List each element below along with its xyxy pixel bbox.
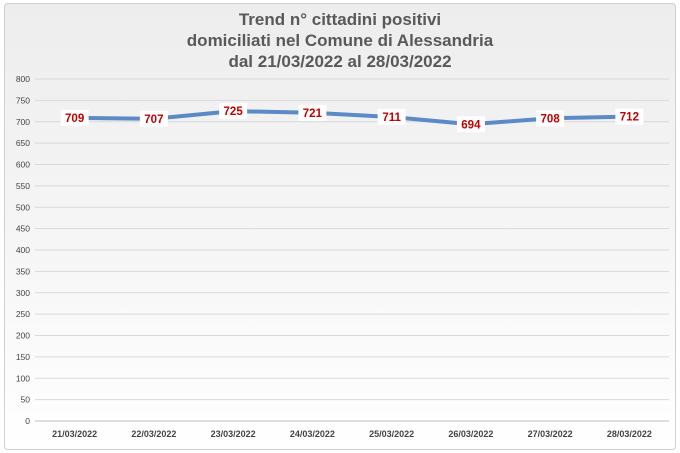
- data-label: 725: [224, 106, 244, 118]
- x-tick-label: 22/03/2022: [131, 429, 176, 439]
- data-label-box: [377, 109, 406, 126]
- data-labels: 709 707 725 721 711 694 708 712: [60, 103, 644, 133]
- gridlines: [35, 78, 669, 422]
- data-label: 709: [65, 113, 84, 125]
- data-label-box: [298, 104, 327, 121]
- y-tick-label: 400: [16, 245, 30, 255]
- data-label-box: [139, 110, 168, 127]
- y-tick-label: 200: [16, 331, 30, 341]
- y-tick-label: 250: [16, 309, 30, 319]
- data-label: 721: [303, 108, 323, 120]
- data-label: 694: [461, 119, 481, 131]
- data-label-box: [456, 116, 485, 133]
- y-tick-label: 500: [16, 202, 30, 212]
- x-tick-label: 23/03/2022: [211, 429, 256, 439]
- y-axis-ticks: 0 50 100 150 200 250 300 350 400 450 500 550 600 650 7…: [16, 74, 30, 426]
- x-tick-label: 27/03/2022: [528, 429, 573, 439]
- y-tick-label: 550: [16, 181, 30, 191]
- y-tick-label: 450: [16, 224, 30, 234]
- y-tick-label: 100: [16, 373, 30, 383]
- y-tick-label: 800: [16, 74, 30, 84]
- chart-title-line-3: dal 21/03/2022 al 28/03/2022: [228, 52, 451, 71]
- y-tick-label: 600: [16, 160, 30, 170]
- chart-title-line-1: Trend n° cittadini positivi: [239, 10, 441, 29]
- y-tick-label: 0: [25, 416, 30, 426]
- chart-title: Trend n° cittadini positivi domiciliati …: [187, 10, 494, 71]
- data-label: 711: [382, 112, 401, 124]
- data-label-box: [615, 108, 644, 125]
- y-tick-label: 150: [16, 352, 30, 362]
- x-axis-ticks: 21/03/2022 22/03/2022 23/03/2022 24/03/2022…: [52, 429, 652, 439]
- y-tick-label: 300: [16, 288, 30, 298]
- data-label: 707: [144, 114, 163, 126]
- y-tick-label: 50: [21, 395, 31, 405]
- x-tick-label: 25/03/2022: [369, 429, 414, 439]
- data-label-box: [219, 103, 248, 120]
- x-tick-label: 28/03/2022: [607, 429, 652, 439]
- chart-title-line-2: domiciliati nel Comune di Alessandria: [187, 31, 494, 50]
- y-tick-label: 650: [16, 138, 30, 148]
- data-label-box: [536, 110, 565, 127]
- chart-frame: [4, 3, 676, 450]
- y-tick-label: 700: [16, 117, 30, 127]
- data-label-box: [60, 109, 89, 126]
- y-tick-label: 750: [16, 95, 30, 105]
- x-tick-label: 21/03/2022: [52, 429, 97, 439]
- data-label: 712: [620, 112, 639, 124]
- y-tick-label: 350: [16, 266, 30, 276]
- x-tick-label: 24/03/2022: [290, 429, 335, 439]
- data-label: 708: [541, 113, 561, 125]
- x-tick-label: 26/03/2022: [448, 429, 493, 439]
